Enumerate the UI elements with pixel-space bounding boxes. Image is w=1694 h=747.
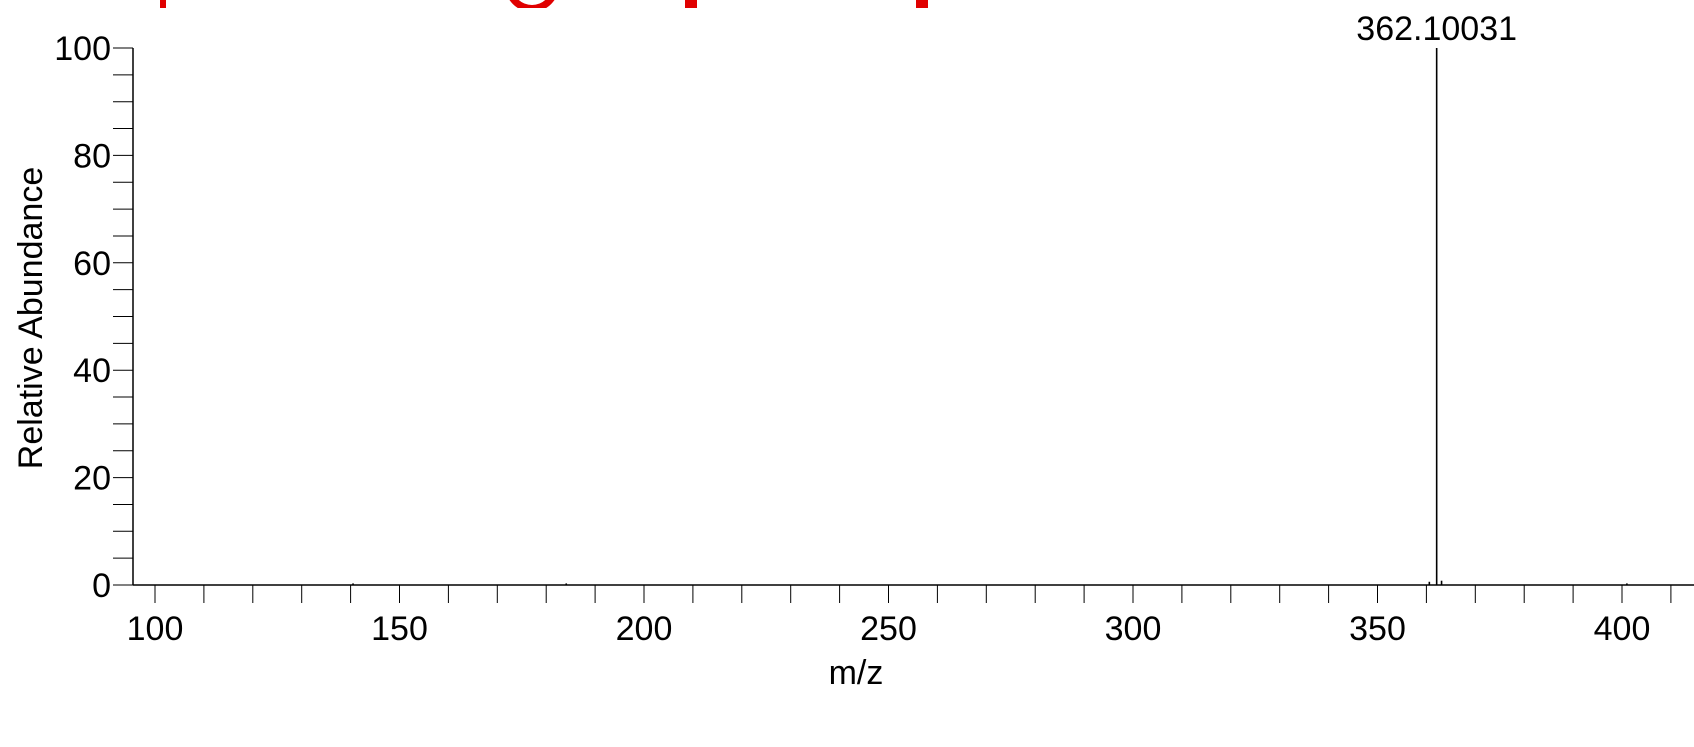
y-tick-label: 40 (73, 352, 111, 390)
x-tick-label: 100 (127, 610, 184, 648)
title-fragment-3 (685, 0, 705, 8)
x-tick-label: 250 (860, 610, 917, 648)
x-axis-label: m/z (829, 654, 884, 692)
axes-layer (132, 48, 1694, 586)
y-axis-label: Relative Abundance (12, 167, 50, 469)
title-fragment-4 (910, 0, 930, 8)
y-tick-label: 60 (73, 245, 111, 283)
y-tick-label: 100 (54, 30, 111, 68)
y-tick-label: 20 (73, 460, 111, 498)
peaks-layer: 362.10031 (352, 10, 1628, 585)
peak-label: 362.10031 (1356, 10, 1517, 48)
title-fragment-2 (505, 0, 555, 8)
ticks-layer: 0 20 40 60 80 100 100 150 200 250 300 350 400 (54, 30, 1672, 648)
x-tick-label: 150 (371, 610, 428, 648)
title-fragment-1 (150, 0, 180, 8)
x-tick-label: 200 (616, 610, 673, 648)
x-tick-label: 350 (1349, 610, 1406, 648)
x-tick-label: 300 (1105, 610, 1162, 648)
y-tick-label: 0 (92, 567, 111, 605)
y-tick-label: 80 (73, 137, 111, 175)
x-tick-label: 400 (1594, 610, 1651, 648)
